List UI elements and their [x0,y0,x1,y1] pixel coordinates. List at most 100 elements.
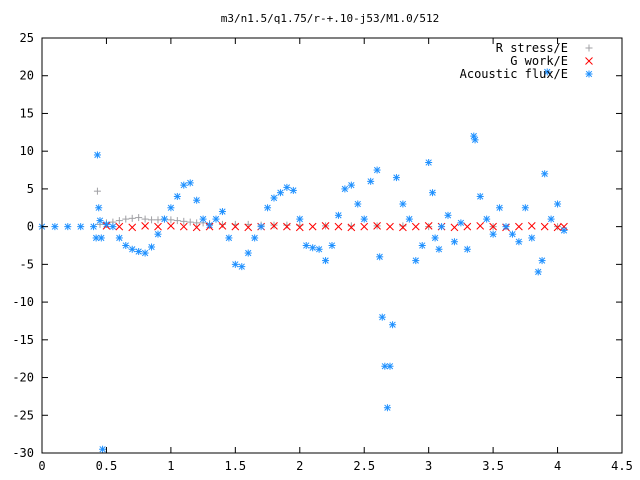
data-point [283,222,291,231]
data-point [476,192,484,200]
data-point [435,245,443,253]
data-point [141,215,149,223]
y-tick-label: -5 [20,257,34,271]
data-point [508,230,516,238]
data-point [218,208,226,216]
series-1 [102,222,568,232]
data-point [424,222,433,230]
data-point [96,217,104,225]
data-point [341,185,349,193]
data-point [93,151,101,159]
data-point [534,268,542,276]
data-point [354,200,362,208]
data-point [218,222,227,230]
data-point [309,244,317,252]
y-tick-label: 5 [27,182,34,196]
data-point [489,222,497,231]
data-point [554,223,562,231]
legend-marker [585,44,593,52]
y-tick-label: 25 [20,31,34,45]
data-point [173,192,181,200]
data-point [450,223,459,232]
data-point [193,196,201,204]
data-point [399,223,407,232]
data-point [431,234,439,242]
data-point [476,222,485,230]
data-point [528,234,536,242]
x-tick-label: 2 [296,459,303,473]
data-point [102,220,110,228]
data-point [376,253,384,261]
data-point [225,234,233,242]
data-point [547,215,555,223]
data-point [328,242,336,249]
data-point [148,216,156,224]
data-point [276,189,284,197]
data-point [179,222,188,231]
data-point [560,222,568,231]
data-point [212,215,220,223]
data-point [334,211,342,219]
data-point [489,230,497,238]
data-point [283,221,291,229]
series-2 [38,68,568,453]
data-point [515,222,523,231]
data-point [231,260,239,268]
data-point [527,222,536,230]
legend-marker [585,70,593,78]
data-point [154,222,162,231]
data-point [160,215,168,223]
y-tick-label: -15 [12,333,34,347]
data-point [218,220,226,228]
data-point [93,187,101,195]
x-tick-label: 1.5 [224,459,246,473]
data-point [367,177,375,185]
data-point [347,223,356,232]
data-point [167,216,175,224]
data-point [231,222,240,231]
data-point [373,222,381,230]
data-point [457,219,465,227]
y-tick-label: -25 [12,408,34,422]
plot-frame [41,37,623,454]
data-point [418,242,426,249]
data-point [257,223,265,231]
data-point [373,166,381,174]
data-point [122,215,130,223]
data-point [186,218,194,226]
x-tick-label: 2.5 [353,459,375,473]
data-point [463,245,471,253]
x-tick-label: 0 [38,459,45,473]
data-point [283,183,291,191]
data-point [270,194,278,202]
data-point [270,222,278,230]
data-point [77,223,85,231]
data-point [128,214,136,222]
data-point [128,245,136,253]
data-point [115,217,123,225]
x-tick-label: 4.5 [611,459,633,473]
data-point [115,234,123,242]
data-point [463,222,472,231]
data-point [180,181,188,189]
data-point [64,223,72,231]
data-point [412,257,420,265]
data-point [115,222,124,231]
y-tick-label: 20 [20,69,34,83]
legend-marker [585,57,593,65]
data-point [193,219,201,227]
data-point [97,234,105,242]
data-point [289,186,297,194]
data-point [515,238,523,246]
data-point [425,159,433,166]
y-tick-label: 10 [20,144,34,158]
data-point [308,222,317,231]
data-point [128,223,137,232]
data-point [302,242,310,249]
data-point [483,215,491,223]
data-point [444,211,452,219]
x-tick-label: 4 [554,459,561,473]
data-point [264,204,272,212]
y-tick-label: 0 [27,220,34,234]
